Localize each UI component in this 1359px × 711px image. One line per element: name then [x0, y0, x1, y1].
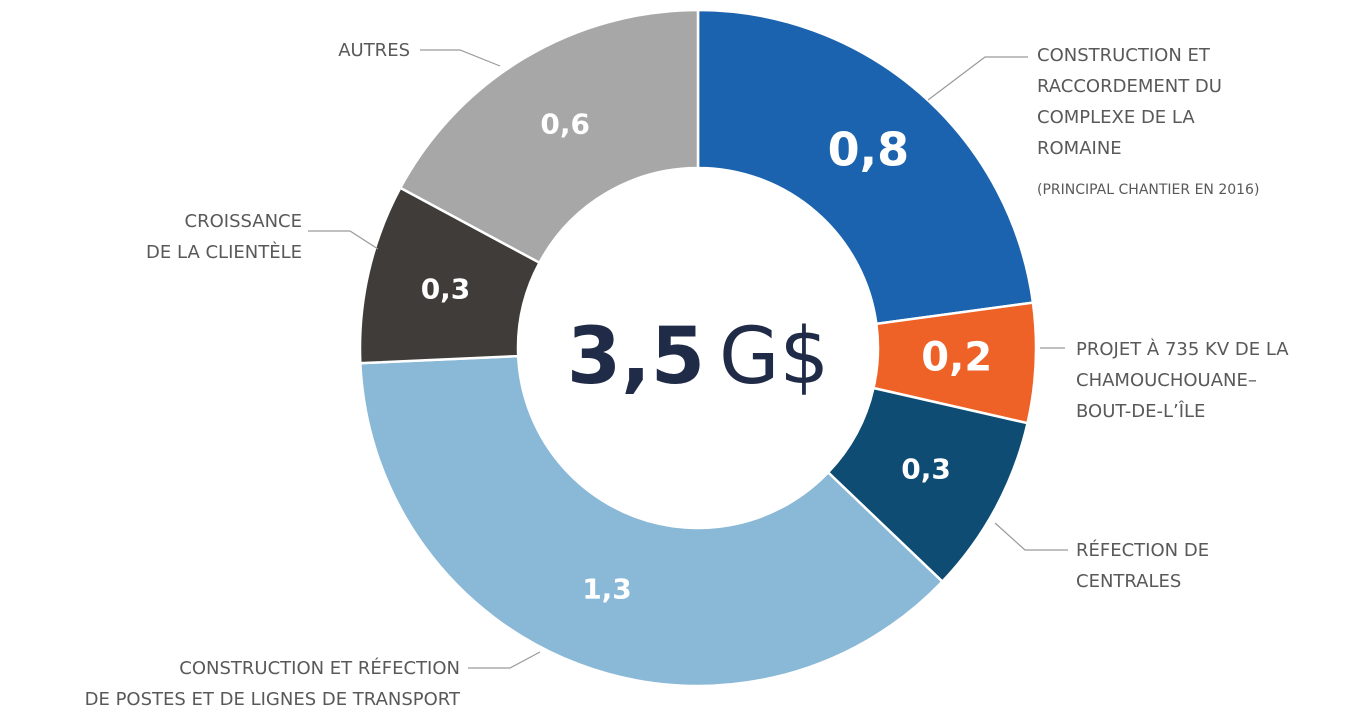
leader-line	[994, 522, 1068, 551]
category-label: AUTRES	[338, 40, 410, 61]
slices	[358, 8, 1038, 688]
value-label: 1,3	[582, 572, 632, 605]
leader-line	[927, 56, 1028, 101]
value-label: 0,3	[901, 453, 951, 486]
category-label: CONSTRUCTION ET RACCORDEMENT DU COMPLEXE…	[1037, 45, 1222, 159]
value-label: 0,3	[421, 272, 471, 305]
value-label: 0,6	[540, 108, 590, 141]
leader-line	[420, 49, 501, 67]
category-label: CROISSANCE DE LA CLIENTÈLE	[146, 211, 302, 263]
category-label: CONSTRUCTION ET RÉFECTION DE POSTES ET D…	[84, 658, 460, 710]
slice	[696, 8, 1035, 326]
annotation: (PRINCIPAL CHANTIER EN 2016)	[1037, 182, 1260, 198]
leader-line	[468, 651, 541, 669]
slice	[359, 354, 945, 688]
total-value: 3,5	[567, 312, 705, 402]
category-label: PROJET À 735 KV DE LA CHAMOUCHOUANE– BOU…	[1076, 339, 1289, 422]
category-label: RÉFECTION DE CENTRALES	[1076, 540, 1210, 592]
total-unit: G$	[719, 312, 829, 402]
slice	[398, 8, 700, 265]
leader-line	[308, 230, 379, 250]
value-label: 0,2	[921, 335, 992, 381]
center-total: 3,5 G$	[567, 312, 829, 402]
value-label: 0,8	[828, 122, 910, 176]
